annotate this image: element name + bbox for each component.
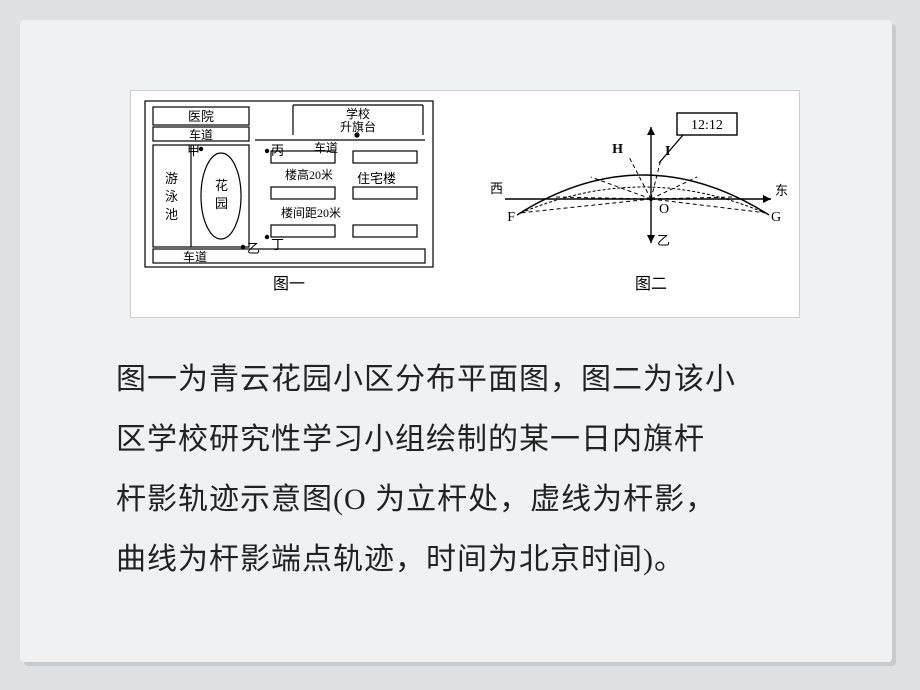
- svg-text:图一: 图一: [273, 276, 305, 293]
- svg-text:F: F: [507, 210, 515, 225]
- svg-text:东: 东: [775, 183, 788, 198]
- svg-text:池: 池: [165, 207, 178, 222]
- svg-text:园: 园: [215, 196, 228, 211]
- svg-text:泳: 泳: [165, 189, 178, 204]
- desc-line3a: 杆影轨迹示意图(: [116, 483, 344, 516]
- svg-text:图二: 图二: [635, 276, 667, 293]
- svg-text:甲: 甲: [187, 143, 200, 158]
- slide-page: 医院车道学校升旗台车道游泳池花园甲乙丙丁楼高20米住宅楼楼间距20米车道图一12…: [20, 20, 892, 662]
- figure-container: 医院车道学校升旗台车道游泳池花园甲乙丙丁楼高20米住宅楼楼间距20米车道图一12…: [130, 90, 800, 318]
- svg-text:住宅楼: 住宅楼: [357, 171, 396, 186]
- desc-line2: 区学校研究性学习小组绘制的某一日内旗杆: [116, 423, 705, 456]
- svg-text:游: 游: [165, 171, 178, 186]
- svg-text:西: 西: [490, 181, 503, 196]
- svg-text:学校: 学校: [346, 106, 370, 121]
- svg-text:楼间距20米: 楼间距20米: [281, 205, 341, 220]
- svg-text:医院: 医院: [188, 109, 214, 124]
- figure-svg: 医院车道学校升旗台车道游泳池花园甲乙丙丁楼高20米住宅楼楼间距20米车道图一12…: [131, 91, 799, 317]
- svg-text:乙: 乙: [657, 233, 670, 248]
- desc-line4: 曲线为杆影端点轨迹，时间为北京时间)。: [116, 543, 685, 576]
- desc-O: O: [344, 483, 367, 516]
- svg-text:车道: 车道: [189, 127, 213, 142]
- desc-line1: 图一为青云花园小区分布平面图，图二为该小: [116, 363, 736, 396]
- description-text: 图一为青云花园小区分布平面图，图二为该小 区学校研究性学习小组绘制的某一日内旗杆…: [116, 350, 816, 590]
- svg-text:G: G: [771, 210, 781, 225]
- svg-text:升旗台: 升旗台: [340, 119, 376, 134]
- svg-text:花: 花: [215, 178, 228, 193]
- desc-line3b: 为立杆处，虚线为杆影，: [367, 483, 717, 516]
- svg-text:12:12: 12:12: [691, 118, 723, 133]
- svg-text:楼高20米: 楼高20米: [285, 167, 333, 182]
- svg-text:O: O: [659, 202, 669, 217]
- svg-text:车道: 车道: [183, 249, 207, 264]
- svg-text:I: I: [665, 144, 670, 159]
- svg-text:丁: 丁: [271, 237, 284, 252]
- svg-text:H: H: [612, 142, 623, 157]
